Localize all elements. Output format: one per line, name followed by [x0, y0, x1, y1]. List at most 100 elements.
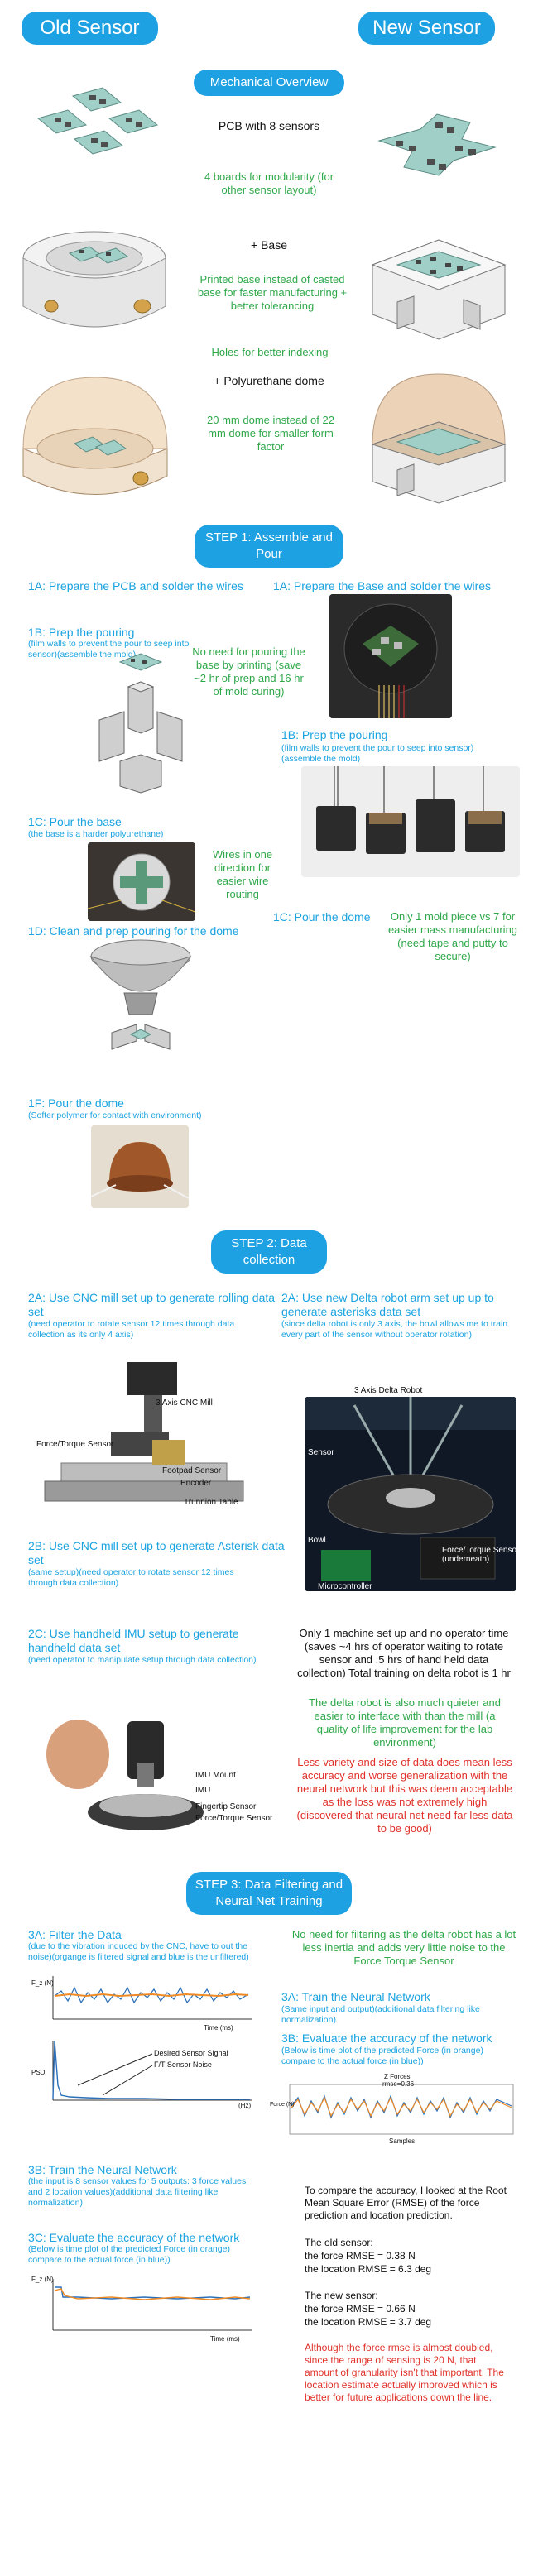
old-3b-heading: 3B: Train the Neural Network: [28, 2163, 177, 2176]
filter-plot-ylabel: F_z (N): [31, 1979, 54, 1987]
new-mold-photo: [301, 766, 520, 877]
new-3b-sub: (Below is time plot of the predicted For…: [281, 2046, 483, 2066]
imu-handheld-photo: [28, 1705, 247, 1845]
old-finished-dome-photo: [91, 1125, 189, 1208]
no-filter-note: No need for filtering as the delta robot…: [291, 1928, 516, 1967]
old-loc-rmse: the location RMSE = 6.3 deg: [305, 2263, 432, 2275]
old-1d-heading: 1D: Clean and prep pouring for the dome: [28, 924, 239, 938]
wires-note: Wires in one direction for easier wire r…: [212, 848, 273, 900]
dome-label: + Polyurethane dome: [214, 374, 324, 387]
delta-label-robot: 3 Axis Delta Robot: [354, 1386, 423, 1395]
old-1a-heading: 1A: Prepare the PCB and solder the wires: [28, 579, 243, 592]
zforce-rmse: rmse=0.36: [382, 2080, 415, 2088]
old-sensor-results-head: The old sensor:: [305, 2237, 373, 2248]
old-sensor-header: Old Sensor: [22, 12, 158, 45]
imu-label-ft: Force/Torque Sensor: [195, 1814, 273, 1823]
less-variety-note: Less variety and size of data does mean …: [296, 1756, 513, 1835]
mechanical-overview-title: Mechanical Overview: [194, 70, 344, 96]
old-pred-xlabel: Time (ms): [210, 2335, 240, 2343]
old-2c-heading: 2C: Use handheld IMU setup to generate h…: [28, 1627, 239, 1654]
old-2b-heading: 2B: Use CNC mill set up to generate Aste…: [28, 1539, 285, 1566]
cnc-label-encoder: Encoder: [180, 1479, 212, 1488]
imu-label-fingertip: Fingertip Sensor: [195, 1802, 257, 1811]
old-2a-heading: 2A: Use CNC mill set up to generate roll…: [28, 1291, 276, 1318]
psd-plot: [52, 2040, 252, 2101]
one-machine-note: Only 1 machine set up and no operator ti…: [297, 1627, 511, 1679]
cnc-label-mill: 3 Axis CNC Mill: [156, 1398, 213, 1408]
psd-desired-label: Desired Sensor Signal: [154, 2049, 228, 2057]
new-1c-heading: 1C: Pour the dome: [273, 910, 371, 923]
old-pour-base-photo: [88, 842, 195, 921]
old-force-rmse: the force RMSE = 0.38 N: [305, 2250, 416, 2262]
dome-size-note: 20 mm dome instead of 22 mm dome for sma…: [207, 414, 334, 453]
new-base-image: [371, 239, 507, 340]
new-1a-heading: 1A: Prepare the Base and solder the wire…: [273, 579, 492, 592]
old-1f-sub: (Softer polymer for contact with environ…: [28, 1111, 202, 1120]
old-2b-sub: (same setup)(need operator to rotate sen…: [28, 1567, 234, 1588]
old-2c-sub: (need operator to manipulate setup throu…: [28, 1655, 257, 1665]
old-1f-heading: 1F: Pour the dome: [28, 1096, 124, 1110]
new-1b-sub: (film walls to prevent the pour to seep …: [281, 743, 474, 764]
old-1b-sub: (film walls to prevent the pour to seep …: [28, 639, 190, 660]
no-pour-note: No need for pouring the base by printing…: [192, 645, 305, 698]
quieter-note: The delta robot is also much quieter and…: [309, 1696, 501, 1749]
cnc-setup-photo: [28, 1357, 260, 1514]
psd-xlabel: (Hz): [238, 2102, 252, 2109]
imu-label-imu: IMU: [195, 1786, 211, 1795]
new-3a-heading: 3A: Train the Neural Network: [281, 1990, 430, 2003]
cnc-label-footpad: Footpad Sensor: [162, 1466, 222, 1475]
new-sensor-results-head: The new sensor:: [305, 2290, 378, 2301]
old-base-image: [22, 231, 166, 328]
new-2a-sub: (since delta robot is only 3 axis, the b…: [281, 1319, 508, 1340]
printed-base-note: Printed base instead of casted base for …: [197, 273, 348, 312]
zforce-xlabel: Samples: [389, 2137, 416, 2145]
conclusion-note: Although the force rmse is almost double…: [305, 2342, 504, 2403]
old-dome-image: [22, 377, 168, 495]
modularity-note: 4 boards for modularity (for other senso…: [204, 170, 334, 196]
old-3a-heading: 3A: Filter the Data: [28, 1928, 122, 1941]
new-zforce-plot: [289, 2084, 514, 2135]
new-dome-image: [371, 373, 507, 504]
filter-time-plot: [52, 1976, 252, 2020]
old-pred-ylabel: F_z (N): [31, 2276, 54, 2283]
cnc-label-trunnion: Trunnion Table: [184, 1498, 238, 1507]
new-1b-heading: 1B: Prep the pouring: [281, 728, 388, 741]
compare-note: To compare the accuracy, I looked at the…: [305, 2185, 507, 2221]
psd-ylabel: PSD: [31, 2069, 46, 2076]
old-3c-sub: (Below is time plot of the predicted For…: [28, 2244, 230, 2265]
step1-title: STEP 1: Assemble and Pour: [195, 525, 343, 568]
base-label: + Base: [251, 238, 287, 252]
new-force-rmse: the force RMSE = 0.66 N: [305, 2303, 416, 2315]
zforce-ylabel: Force (N): [270, 2102, 295, 2108]
old-3b-sub: (the input is 8 sensor values for 5 outp…: [28, 2176, 247, 2208]
old-dome-mold-image: [89, 939, 192, 1050]
delta-robot-photo: [305, 1397, 516, 1591]
filter-plot-xlabel: Time (ms): [204, 2024, 233, 2032]
step2-title: STEP 2: Data collection: [211, 1230, 327, 1274]
new-loc-rmse: the location RMSE = 3.7 deg: [305, 2316, 432, 2328]
new-3a-sub: (Same input and output)(additional data …: [281, 2004, 480, 2025]
delta-label-micro: Microcontroller: [318, 1582, 372, 1591]
old-3a-sub: (due to the vibration induced by the CNC…: [28, 1941, 249, 1962]
imu-label-mount: IMU Mount: [195, 1771, 236, 1780]
delta-label-ft: Force/Torque Sensor (underneath): [442, 1546, 520, 1564]
new-sensor-header: New Sensor: [358, 12, 495, 45]
holes-note: Holes for better indexing: [211, 346, 329, 358]
old-pcb-image: [36, 87, 159, 155]
step3-title: STEP 3: Data Filtering and Neural Net Tr…: [186, 1872, 352, 1915]
old-1c-heading: 1C: Pour the base: [28, 815, 122, 828]
old-2a-sub: (need operator to rotate sensor 12 times…: [28, 1319, 235, 1340]
old-prediction-plot: [52, 2279, 252, 2331]
cnc-label-ft-sensor: Force/Torque Sensor: [36, 1440, 114, 1449]
new-base-wires-photo: [329, 594, 452, 718]
old-1c-sub: (the base is a harder polyurethane): [28, 829, 164, 839]
psd-noise-label: F/T Sensor Noise: [154, 2060, 212, 2069]
delta-label-sensor: Sensor: [308, 1448, 334, 1457]
old-mold-assembly-image: [98, 653, 183, 794]
new-pcb-image: [377, 113, 497, 176]
new-3b-heading: 3B: Evaluate the accuracy of the network: [281, 2032, 492, 2045]
one-mold-note: Only 1 mold piece vs 7 for easier mass m…: [387, 910, 518, 962]
old-3c-heading: 3C: Evaluate the accuracy of the network: [28, 2231, 240, 2244]
zforce-title: Z Forces: [384, 2073, 411, 2080]
delta-label-bowl: Bowl: [308, 1536, 326, 1545]
